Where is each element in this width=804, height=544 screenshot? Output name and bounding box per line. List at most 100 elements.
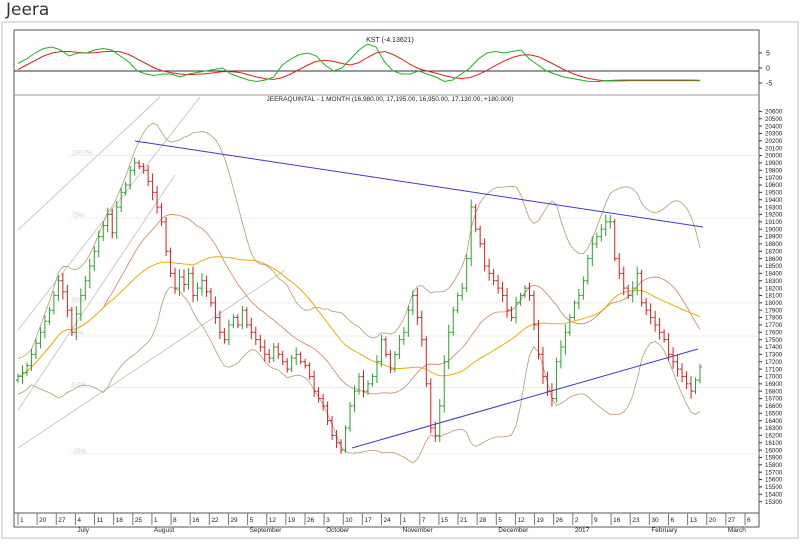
ohlc-bar: [244, 306, 249, 329]
ohlc-bar: [51, 291, 56, 315]
ohlc-bar: [339, 439, 344, 454]
fan-line-3: [17, 269, 286, 449]
ohlc-bar: [114, 200, 119, 240]
ohlc-bar: [87, 258, 92, 289]
ohlc-bar: [684, 371, 689, 390]
price-y-tick-label: 18000: [765, 300, 783, 307]
ohlc-bar: [594, 232, 599, 248]
resistance-trendline: [134, 140, 704, 228]
ohlc-bar: [29, 348, 34, 372]
ohlc-bar: [509, 306, 514, 322]
ohlc-bar: [617, 252, 622, 280]
ohlc-bar: [343, 425, 348, 453]
price-y-tick-label: 17400: [765, 344, 783, 351]
ohlc-bars: [16, 157, 702, 454]
x-month-label: July: [77, 527, 89, 534]
price-y-tick-label: 17700: [765, 322, 783, 329]
price-y-tick-label: 19300: [765, 204, 783, 211]
x-month-label: December: [498, 527, 529, 534]
x-tick-label: 11: [97, 517, 104, 524]
price-y-tick-label: 18800: [765, 241, 783, 248]
ohlc-bar: [464, 254, 469, 293]
price-y-tick-label: 19700: [765, 175, 783, 182]
ohlc-bar: [289, 354, 294, 373]
ohlc-bar: [33, 338, 38, 359]
kst-label: KST (-4.13621): [366, 37, 414, 44]
ohlc-bar: [635, 266, 640, 296]
price-y-tick-label: 17100: [765, 366, 783, 373]
ohlc-bar: [69, 306, 74, 336]
x-tick-label: 9: [594, 517, 598, 524]
ohlc-bar: [155, 185, 160, 214]
price-y-tick-label: 18700: [765, 248, 783, 255]
ohlc-bar: [199, 273, 204, 296]
ohlc-bar: [491, 268, 496, 286]
ohlc-bar: [644, 297, 649, 316]
ohlc-bar: [83, 275, 88, 301]
bollinger-upper-band: [17, 122, 701, 360]
kst-signal-line: [17, 50, 700, 82]
x-tick-label: 17: [364, 517, 372, 524]
ohlc-bar: [482, 238, 487, 272]
ohlc-bar: [56, 275, 61, 301]
ohlc-bar: [182, 269, 187, 292]
ohlc-bar: [554, 357, 559, 403]
ohlc-bar: [630, 281, 635, 303]
ohlc-bar: [419, 310, 424, 347]
ohlc-bar: [424, 336, 429, 388]
price-y-tick-label: 19500: [765, 190, 783, 197]
ohlc-bar: [177, 269, 182, 296]
price-y-tick-label: 19900: [765, 160, 783, 167]
x-month-label: November: [403, 527, 434, 534]
price-y-tick-label: 16200: [765, 433, 783, 440]
x-tick-label: 1: [154, 517, 158, 524]
fan-line-2: [17, 96, 201, 331]
x-tick-label: 26: [307, 517, 315, 524]
kst-panel: KST (-4.13621) 5 0 -5: [14, 37, 772, 96]
fib-level-label: 25%: [72, 331, 85, 337]
price-y-tick-label: 18500: [765, 263, 783, 270]
ohlc-bar: [24, 362, 29, 376]
x-tick-label: 29: [230, 517, 238, 524]
ohlc-bar: [365, 380, 370, 395]
ohlc-bar: [410, 290, 415, 316]
x-tick-label: 20: [709, 517, 717, 524]
price-y-tick-label: 15800: [765, 462, 783, 469]
ohlc-bar: [204, 275, 209, 297]
price-y-tick-label: 18900: [765, 234, 783, 241]
ohlc-bar: [321, 393, 326, 411]
x-tick-label: 13: [690, 517, 698, 524]
ohlc-bar: [303, 358, 308, 369]
ohlc-bar: [271, 343, 276, 362]
ohlc-bar: [226, 319, 231, 346]
ohlc-bar: [294, 347, 299, 365]
ohlc-bar: [38, 327, 43, 349]
ohlc-bar: [42, 315, 47, 339]
ohlc-bar: [222, 328, 227, 344]
price-y-tick-label: 19600: [765, 182, 783, 189]
ohlc-bar: [20, 365, 25, 384]
ohlc-bar: [572, 300, 577, 321]
price-y-tick-label: 17900: [765, 307, 783, 314]
ohlc-bar: [469, 199, 474, 267]
ohlc-bar: [671, 347, 676, 369]
ohlc-bar: [276, 342, 281, 359]
price-y-tick-label: 20400: [765, 123, 783, 130]
ohlc-bar: [47, 306, 52, 325]
price-y-tick-label: 16500: [765, 410, 783, 417]
x-tick-label: 24: [384, 517, 392, 524]
ohlc-bar: [105, 207, 110, 233]
x-month-label: 2017: [575, 527, 590, 534]
plot-area-frame: [13, 29, 760, 528]
price-y-tick-label: 20500: [765, 116, 783, 123]
ohlc-bar: [639, 269, 644, 307]
ohlc-bar: [518, 292, 523, 306]
price-y-tick-label: 16000: [765, 447, 783, 454]
price-y-tick-label: 16600: [765, 403, 783, 410]
x-tick-label: 12: [517, 517, 525, 524]
x-tick-label: 16: [613, 517, 621, 524]
price-y-tick-label: 16900: [765, 381, 783, 388]
ohlc-bar: [496, 275, 501, 294]
price-y-tick-label: 16300: [765, 425, 783, 432]
ohlc-bar: [312, 370, 317, 398]
